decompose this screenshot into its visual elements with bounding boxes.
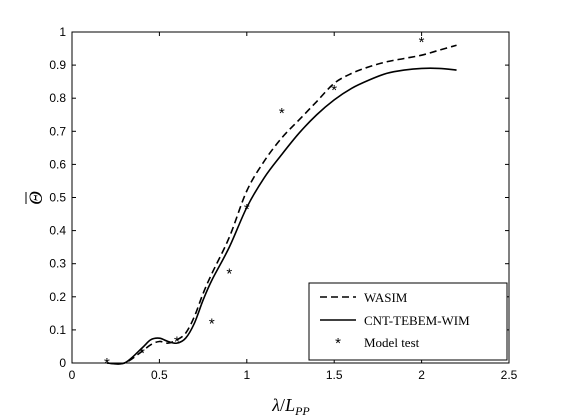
wasim-line [106,44,457,365]
series-layer: * * * * * * * * * [104,34,457,372]
x-axis: 0 0.5 1 1.5 2 2.5 [69,32,518,382]
model-test-point: * [226,266,232,283]
y-axis-label-theta: Θ [26,191,47,205]
x-axis-label: λ/LPP [271,395,310,418]
y-tick-label: 0.6 [49,157,66,171]
y-tick-label: 0.8 [49,91,66,105]
y-axis: 0 0.1 0.2 0.3 0.4 0.5 0.6 0.7 0.8 0.9 1 [49,25,509,370]
cnt-tebem-wim-line [106,67,457,365]
legend-marker-model-test: * [335,335,341,352]
model-test-point: * [174,333,180,350]
model-test-point: * [331,82,337,99]
y-tick-label: 0.9 [49,58,66,72]
model-test-point: * [419,34,425,51]
legend-label-wasim: WASIM [364,290,408,305]
model-test-point: * [104,355,110,372]
x-tick-label: 0.5 [151,368,168,382]
model-test-point: * [209,315,215,332]
model-test-point: * [279,105,285,122]
y-tick-label: 0.4 [49,224,66,238]
y-tick-label: 0.7 [49,124,66,138]
y-tick-label: 0.5 [49,191,66,205]
y-tick-label: 0 [59,356,66,370]
x-axis-label-lambda: λ [271,395,280,415]
x-tick-label: 0 [69,368,76,382]
y-axis-label: Θ [25,191,47,205]
legend-label-cnt-tebem-wim: CNT-TEBEM-WIM [364,313,470,328]
y-tick-label: 1 [59,25,66,39]
model-test-point: * [244,201,250,218]
x-tick-label: 2 [418,368,425,382]
legend-label-model-test: Model test [364,335,420,350]
y-tick-label: 0.2 [49,290,66,304]
y-tick-label: 0.3 [49,257,66,271]
x-tick-label: 2.5 [501,368,518,382]
legend-box [308,282,508,361]
legend: WASIM CNT-TEBEM-WIM * Model test [308,282,508,361]
x-tick-label: 1 [243,368,250,382]
model-test-point: * [139,345,145,362]
y-tick-label: 0.1 [49,323,66,337]
x-axis-label-slash: / [280,395,285,415]
x-axis-label-subscript: PP [294,404,310,418]
x-axis-label-L: L [284,395,295,415]
x-tick-label: 1.5 [326,368,343,382]
